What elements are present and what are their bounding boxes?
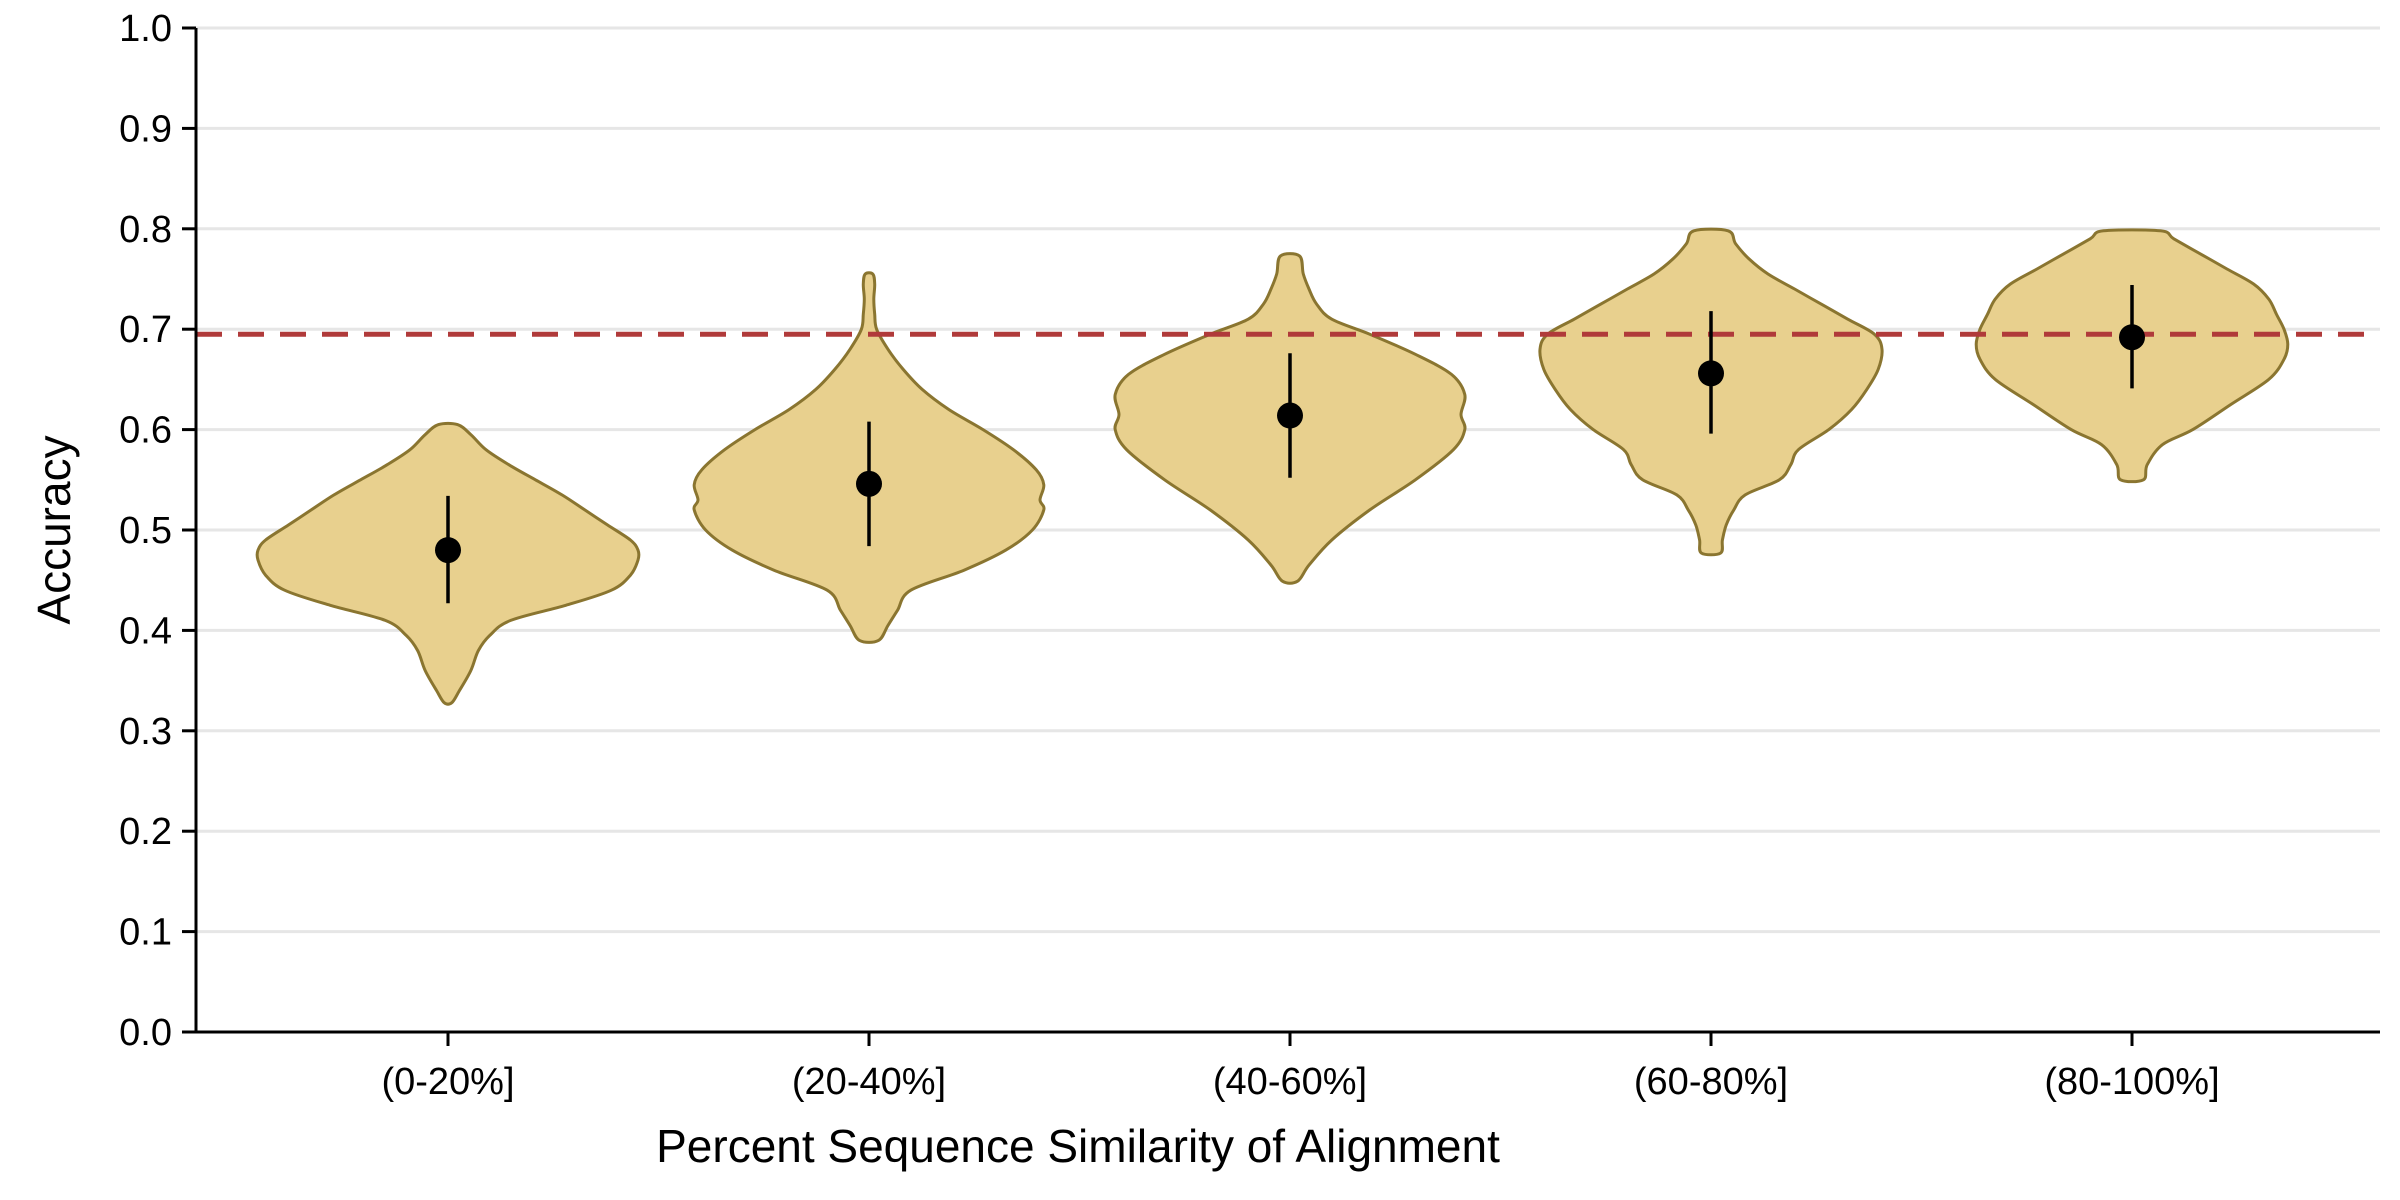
mean-point — [856, 470, 882, 497]
x-axis-title: Percent Sequence Similarity of Alignment — [656, 1120, 1500, 1172]
x-tick-label: (40-60%] — [1213, 1061, 1367, 1103]
interval-layer — [435, 285, 2145, 604]
mean-point — [2119, 324, 2145, 351]
y-tick-label: 1.0 — [119, 8, 172, 50]
violin-layer — [255, 227, 2290, 706]
axis-layer: 0.0 0.1 0.2 0.3 0.4 0.5 0.6 0.7 0.8 0.9 1.0 (0-20%]… — [119, 8, 2380, 1103]
y-tick-label: 0.1 — [119, 912, 172, 954]
y-tick-label: 0.3 — [119, 711, 172, 753]
y-axis-title: Accuracy — [28, 435, 80, 624]
y-tick-label: 0.6 — [119, 410, 172, 452]
x-tick-label: (80-100%] — [2044, 1061, 2219, 1103]
y-tick-label: 0.9 — [119, 108, 172, 150]
y-tick-label: 0.0 — [119, 1012, 172, 1054]
y-tick-label: 0.5 — [119, 510, 172, 552]
x-tick-label: (0-20%] — [381, 1061, 514, 1103]
mean-point — [435, 537, 461, 564]
x-tick-label: (20-40%] — [792, 1061, 946, 1103]
mean-point — [1698, 360, 1724, 387]
y-tick-label: 0.2 — [119, 811, 172, 853]
y-tick-label: 0.7 — [119, 309, 172, 351]
x-tick-label: (60-80%] — [1634, 1061, 1788, 1103]
y-tick-label: 0.4 — [119, 610, 172, 652]
mean-point — [1277, 402, 1303, 429]
y-tick-label: 0.8 — [119, 209, 172, 251]
